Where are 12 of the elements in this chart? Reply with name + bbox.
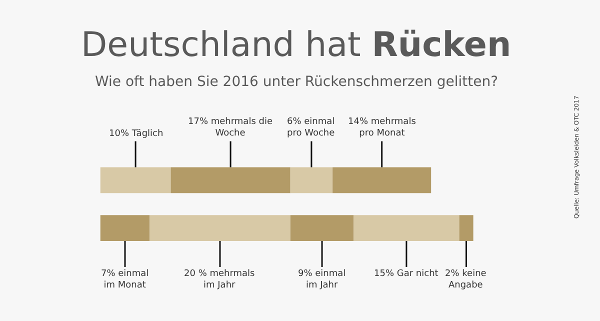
data-label: 17% mehrmals die Woche: [188, 117, 273, 139]
bar: [459, 215, 474, 242]
chart-title: Deutschland hat Rücken: [81, 25, 512, 65]
data-label: 10% Täglich: [109, 129, 164, 139]
data-label: 15% Gar nicht: [374, 269, 439, 279]
data-label: 9% einmal im Jahr: [298, 269, 346, 291]
data-label: 6% einmal pro Woche: [287, 117, 336, 139]
data-label: 7% einmal im Monat: [101, 269, 149, 291]
data-label: 20 % mehrmals im Jahr: [184, 269, 256, 291]
data-label: 2% keine Angabe: [445, 269, 487, 291]
data-label: 14% mehrmals pro Monat: [348, 117, 416, 139]
chart-subtitle: Wie oft haben Sie 2016 unter Rückenschmerzen gelitten?: [95, 74, 498, 90]
